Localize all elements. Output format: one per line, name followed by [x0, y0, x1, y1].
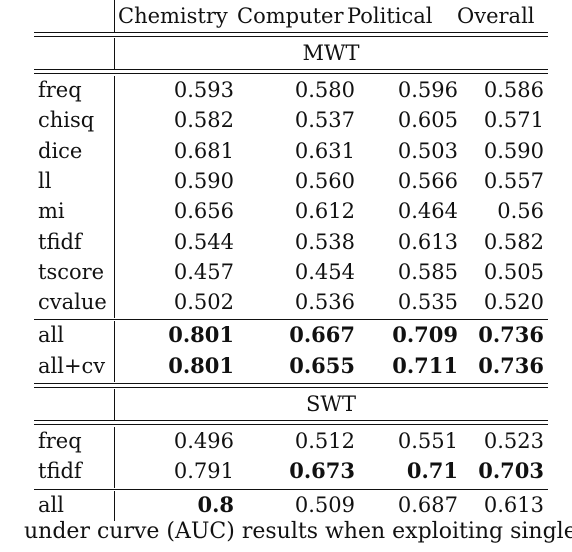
table-cell: 0.566 [397, 168, 458, 193]
table-cell: 0.801 [168, 322, 234, 348]
table-cell: 0.580 [294, 78, 355, 102]
table-cell: 0.557 [483, 168, 544, 193]
table-cell: 0.667 [289, 322, 355, 348]
table-cell: 0.703 [478, 458, 544, 484]
table-cell: 0.535 [397, 290, 458, 315]
section-title: MWT [302, 41, 360, 65]
column-separator [114, 490, 115, 521]
row-label: cvalue [38, 290, 107, 315]
table-cell: 0.502 [173, 290, 234, 315]
table-cell: 0.503 [397, 138, 458, 163]
double-rule [34, 36, 548, 37]
table-cell: 0.590 [173, 168, 234, 193]
table-cell: 0.457 [173, 259, 234, 284]
double-rule [34, 69, 548, 70]
table-cell: 0.536 [294, 290, 355, 315]
row-label: dice [38, 138, 83, 163]
table-cell: 0.736 [478, 352, 544, 378]
row-label: all [38, 323, 64, 348]
row-label: chisq [38, 108, 95, 133]
table-cell: 0.523 [483, 429, 544, 453]
table-cell: 0.586 [483, 78, 544, 102]
double-rule [34, 424, 548, 425]
table-cell: 0.560 [294, 168, 355, 193]
table-cell: 0.520 [483, 290, 544, 315]
table-cell: 0.655 [289, 352, 355, 378]
table-cell: 0.509 [294, 492, 355, 517]
table-cell: 0.56 [497, 199, 544, 224]
column-separator [114, 0, 115, 32]
table-cell: 0.673 [289, 458, 355, 484]
row-label: freq [38, 78, 82, 102]
table-cell: 0.582 [173, 108, 234, 133]
table-cell: 0.709 [392, 322, 458, 348]
table-cell: 0.631 [294, 138, 355, 163]
table-cell: 0.571 [483, 108, 544, 133]
column-separator [114, 76, 115, 319]
double-rule [34, 383, 548, 384]
column-separator [114, 427, 115, 488]
table-cell: 0.593 [173, 78, 234, 102]
table-cell: 0.613 [483, 492, 544, 517]
table-cell: 0.512 [294, 429, 355, 453]
table-cell: 0.711 [392, 352, 458, 378]
table-cell: 0.605 [397, 108, 458, 133]
table-cell: 0.71 [406, 458, 458, 484]
double-rule [34, 387, 548, 388]
column-separator [114, 389, 115, 420]
table-cell: 0.791 [173, 459, 234, 484]
column-header-chemistry: Chemistry [118, 4, 228, 28]
double-rule [34, 420, 548, 421]
column-header-overall: Overall [457, 4, 535, 28]
caption-line: under curve (AUC) results when exploitin… [24, 519, 572, 544]
table-cell: 0.613 [397, 229, 458, 254]
column-separator [114, 321, 115, 382]
table-cell: 0.687 [397, 492, 458, 517]
column-header-computer: Computer [237, 4, 344, 28]
row-label: tscore [38, 259, 105, 284]
table-cell: 0.496 [173, 429, 234, 453]
table-cell: 0.596 [397, 78, 458, 102]
row-label: all [38, 492, 64, 517]
row-label: freq [38, 429, 82, 453]
table-cell: 0.537 [294, 108, 355, 133]
table-cell: 0.454 [294, 259, 355, 284]
table-cell: 0.585 [397, 259, 458, 284]
table-cell: 0.464 [397, 199, 458, 224]
double-rule [34, 73, 548, 74]
table-cell: 0.551 [397, 429, 458, 453]
column-separator [114, 38, 115, 69]
double-rule [34, 32, 548, 33]
row-label: tfidf [38, 459, 82, 484]
table-cell: 0.590 [483, 138, 544, 163]
table-cell: 0.681 [173, 138, 234, 163]
row-label: ll [38, 168, 52, 193]
table-cell: 0.736 [478, 322, 544, 348]
table-cell: 0.612 [294, 199, 355, 224]
table-cell: 0.656 [173, 199, 234, 224]
table-cell: 0.544 [173, 229, 234, 254]
table-cell: 0.505 [483, 259, 544, 284]
row-label: mi [38, 199, 65, 224]
table-cell: 0.538 [294, 229, 355, 254]
section-title: SWT [306, 392, 356, 416]
table-cell: 0.582 [483, 229, 544, 254]
table-cell: 0.8 [197, 491, 234, 517]
row-label: tfidf [38, 229, 82, 254]
row-label: all+cv [38, 353, 106, 378]
column-header-political: Political [347, 4, 433, 28]
table-cell: 0.801 [168, 352, 234, 378]
rule [34, 319, 548, 321]
rule [34, 488, 548, 490]
